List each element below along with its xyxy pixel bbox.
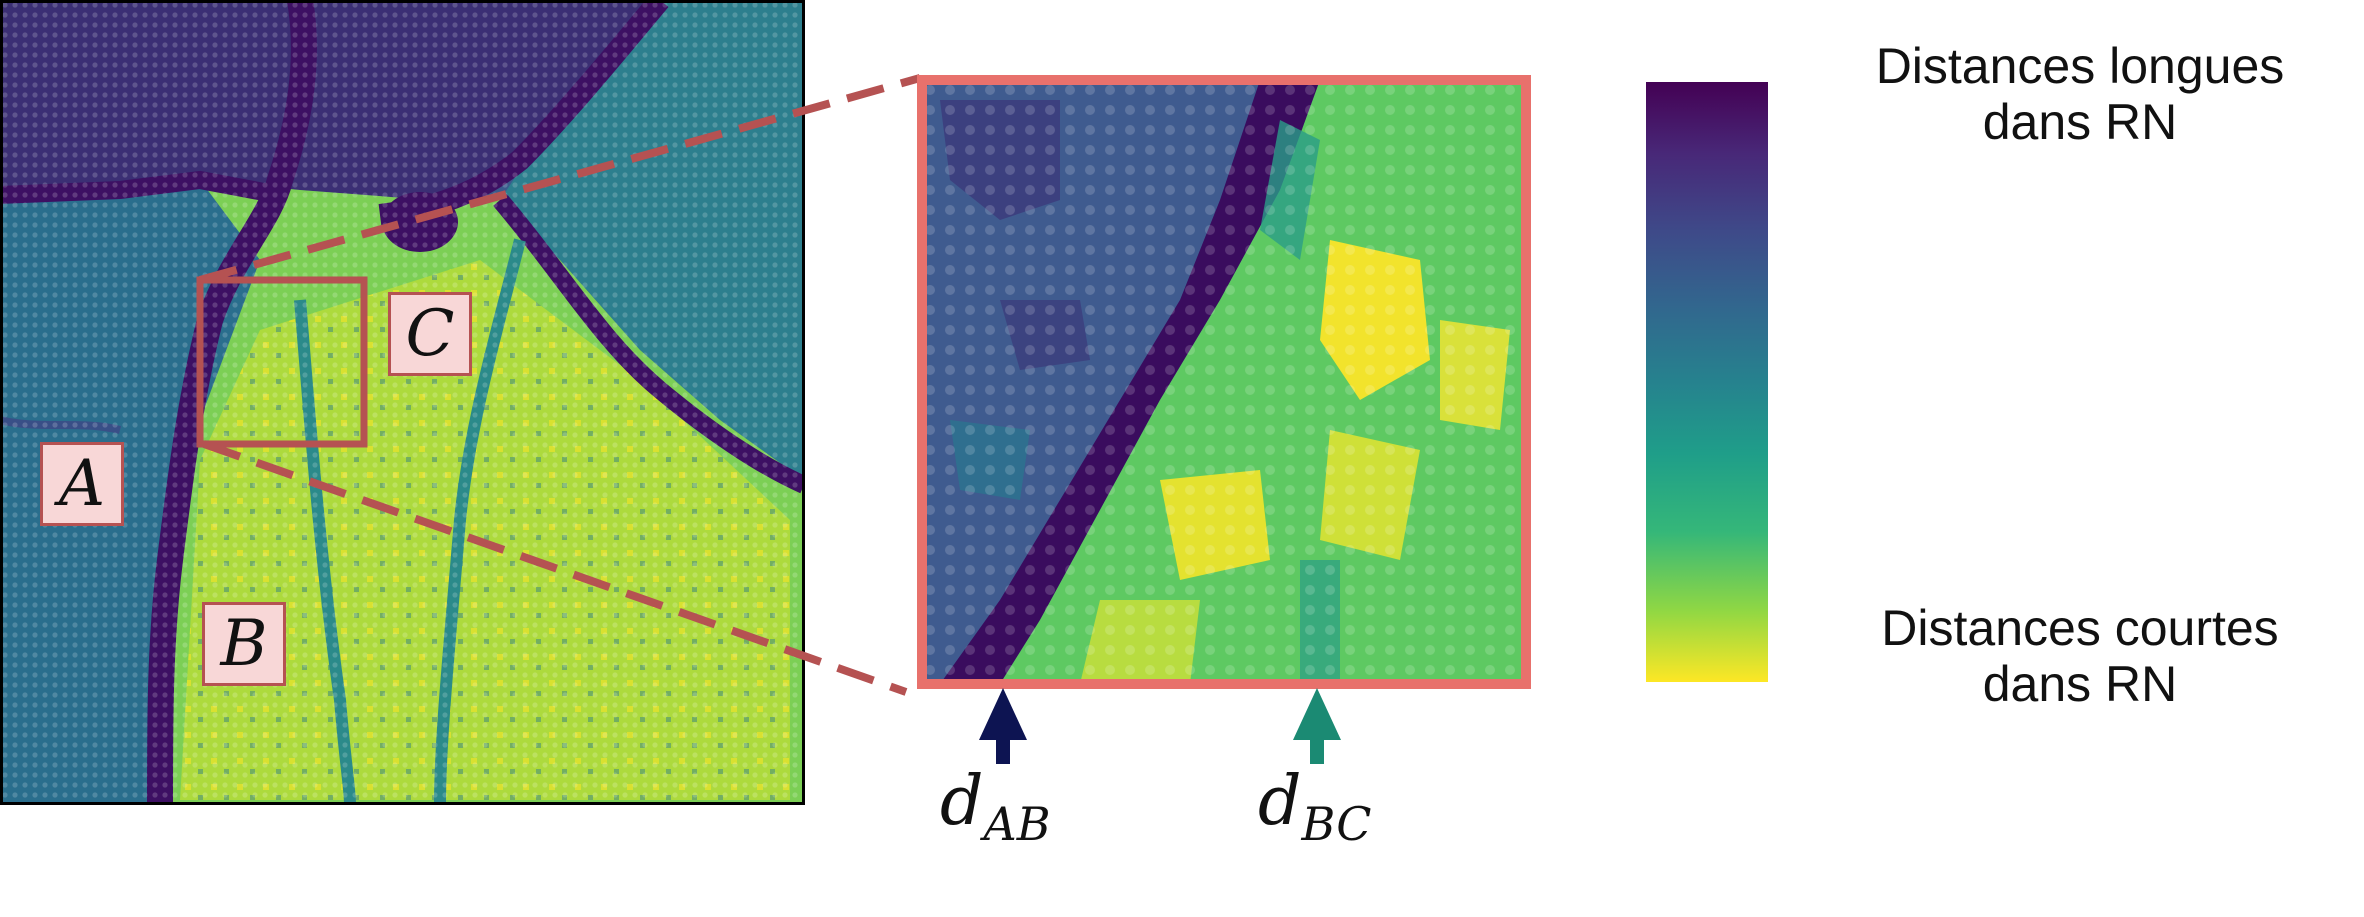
zoom-selection-box — [196, 276, 368, 448]
distance-ab-label: dAB — [940, 762, 1051, 851]
overview-map — [2, 2, 802, 802]
zoomed-panel-border — [917, 75, 1531, 689]
distance-bc-label: dBC — [1258, 762, 1371, 851]
zoomed-panel — [922, 80, 1526, 684]
legend-short-distances: Distances courtes dans RN — [1810, 600, 2350, 712]
distance-bc-subscript: BC — [1301, 797, 1372, 851]
region-b-text: B — [220, 607, 268, 681]
distance-ab-symbol: d — [940, 762, 984, 841]
region-label-b: B — [202, 602, 286, 686]
callout-lines — [198, 74, 922, 696]
region-c-text: C — [405, 297, 455, 371]
region-label-a: A — [40, 442, 124, 526]
legend-top-line2: dans RN — [1982, 94, 2178, 150]
distance-bc-symbol: d — [1258, 762, 1302, 841]
legend-bottom-line2: dans RN — [1982, 656, 2178, 712]
distance-ab-subscript: AB — [983, 797, 1051, 851]
arrow-bc — [1293, 688, 1341, 764]
legend-bottom-line1: Distances courtes — [1881, 600, 2279, 656]
arrow-ab — [979, 688, 1027, 764]
colorbar — [1646, 82, 1768, 682]
legend-top-line1: Distances longues — [1875, 38, 2285, 94]
region-a-text: A — [58, 447, 106, 521]
region-label-c: C — [388, 292, 472, 376]
legend-long-distances: Distances longues dans RN — [1810, 38, 2350, 150]
